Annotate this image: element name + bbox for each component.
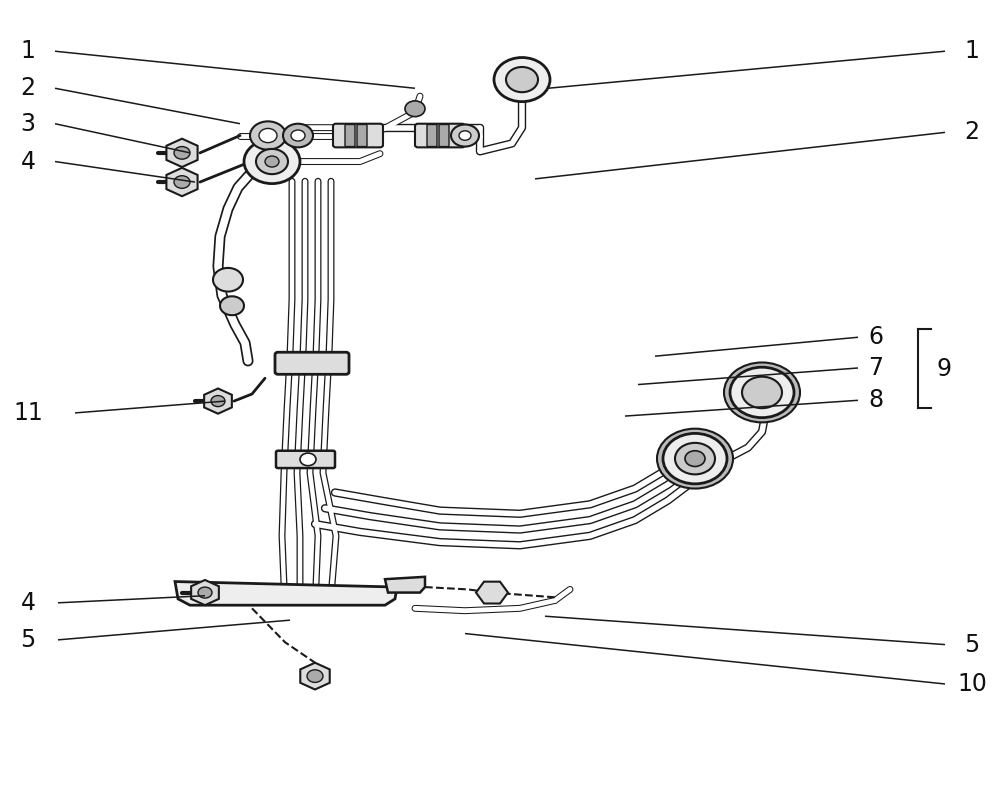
Circle shape xyxy=(663,433,727,484)
Text: 4: 4 xyxy=(20,591,36,615)
Circle shape xyxy=(730,367,794,418)
Circle shape xyxy=(494,58,550,102)
Text: 5: 5 xyxy=(20,628,36,652)
Circle shape xyxy=(405,101,425,117)
Circle shape xyxy=(451,125,479,147)
FancyBboxPatch shape xyxy=(275,352,349,374)
Circle shape xyxy=(256,149,288,174)
Circle shape xyxy=(742,377,782,408)
FancyBboxPatch shape xyxy=(415,124,465,147)
Polygon shape xyxy=(385,577,425,593)
Circle shape xyxy=(244,139,300,184)
Circle shape xyxy=(459,131,471,140)
Circle shape xyxy=(213,268,243,292)
Circle shape xyxy=(220,296,244,315)
Polygon shape xyxy=(476,582,508,604)
Text: 4: 4 xyxy=(20,150,36,173)
Polygon shape xyxy=(191,580,219,605)
Circle shape xyxy=(730,367,794,418)
Text: 1: 1 xyxy=(21,39,35,63)
Circle shape xyxy=(174,176,190,188)
Text: 2: 2 xyxy=(964,121,980,144)
Circle shape xyxy=(300,453,316,466)
Circle shape xyxy=(307,670,323,682)
Circle shape xyxy=(283,124,313,147)
Text: 3: 3 xyxy=(20,112,36,136)
FancyBboxPatch shape xyxy=(439,125,449,147)
Circle shape xyxy=(211,396,225,407)
Text: 2: 2 xyxy=(20,76,36,100)
Circle shape xyxy=(198,587,212,598)
Circle shape xyxy=(506,67,538,92)
Polygon shape xyxy=(175,582,397,605)
Circle shape xyxy=(174,147,190,159)
Polygon shape xyxy=(204,388,232,414)
Text: 6: 6 xyxy=(868,325,884,349)
Polygon shape xyxy=(166,168,198,196)
FancyBboxPatch shape xyxy=(333,124,383,147)
Polygon shape xyxy=(300,663,330,690)
FancyBboxPatch shape xyxy=(357,125,367,147)
Circle shape xyxy=(259,128,277,143)
Circle shape xyxy=(265,156,279,167)
Text: 11: 11 xyxy=(13,401,43,425)
Circle shape xyxy=(291,130,305,141)
Text: 9: 9 xyxy=(936,357,952,381)
Circle shape xyxy=(724,362,800,422)
Circle shape xyxy=(663,433,727,484)
Text: 5: 5 xyxy=(964,633,980,656)
Text: 1: 1 xyxy=(965,39,979,63)
Circle shape xyxy=(250,121,286,150)
FancyBboxPatch shape xyxy=(276,451,335,468)
Circle shape xyxy=(657,429,733,489)
Text: 10: 10 xyxy=(957,672,987,696)
Circle shape xyxy=(685,451,705,466)
Text: 7: 7 xyxy=(868,356,884,380)
FancyBboxPatch shape xyxy=(345,125,355,147)
Polygon shape xyxy=(166,139,198,167)
FancyBboxPatch shape xyxy=(427,125,437,147)
Circle shape xyxy=(675,443,715,474)
Text: 8: 8 xyxy=(868,388,884,412)
